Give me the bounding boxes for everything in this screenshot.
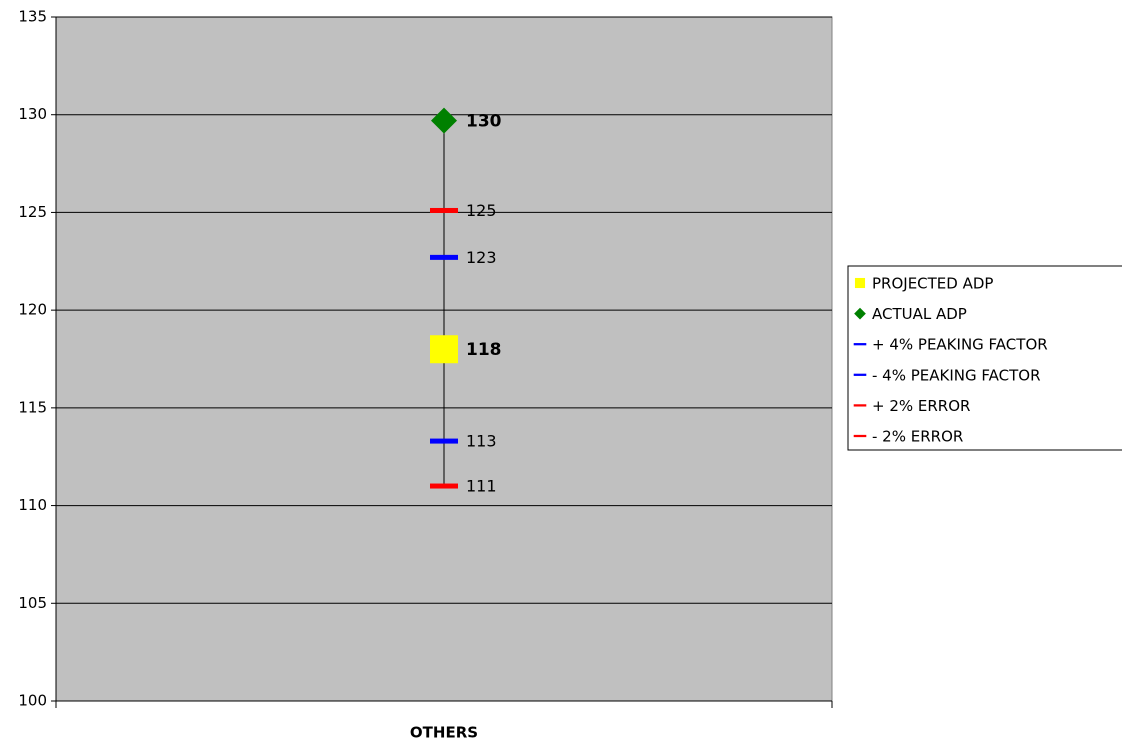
legend-label: + 2% ERROR: [872, 397, 970, 415]
data-label: 125: [466, 201, 497, 220]
legend-box: [847, 265, 1122, 451]
legend-label: ACTUAL ADP: [872, 305, 967, 323]
marker-dash: [430, 438, 458, 444]
y-tick-label: 130: [18, 105, 47, 123]
data-label: 118: [466, 340, 502, 360]
y-tick-label: 100: [18, 692, 47, 710]
marker-dash: [430, 483, 458, 489]
legend-label: + 4% PEAKING FACTOR: [872, 336, 1048, 354]
data-label: 113: [466, 432, 497, 451]
y-tick-label: 105: [18, 594, 47, 612]
marker-square: [430, 335, 458, 364]
data-label: 130: [466, 112, 502, 132]
y-tick-label: 125: [18, 203, 47, 221]
legend-marker: [854, 307, 866, 320]
marker-diamond: [431, 107, 457, 134]
marker-dash: [430, 207, 458, 213]
legend-marker: [853, 404, 867, 407]
legend-marker: [853, 373, 867, 376]
legend-marker: [853, 434, 867, 438]
y-tick-label: 110: [18, 496, 47, 514]
legend-marker: [854, 277, 866, 289]
marker-dash: [430, 254, 458, 260]
legend-label: PROJECTED ADP: [872, 275, 993, 293]
y-tick-label: 135: [18, 8, 47, 26]
y-tick-label: 115: [18, 398, 47, 416]
legend-label: - 4% PEAKING FACTOR: [872, 366, 1041, 384]
legend-label: - 2% ERROR: [872, 428, 963, 446]
x-tick-label: OTHERS: [410, 724, 478, 740]
data-label: 111: [466, 477, 497, 496]
legend-marker: [853, 343, 867, 346]
data-label: 123: [466, 248, 497, 267]
y-tick-label: 120: [18, 301, 47, 319]
